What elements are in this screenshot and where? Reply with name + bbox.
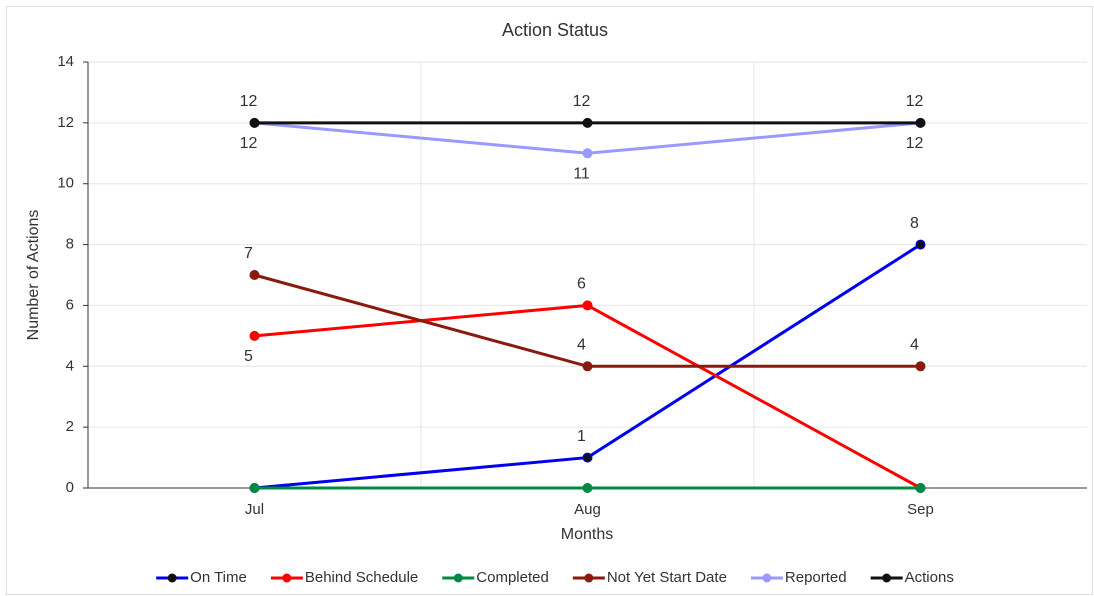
data-label: 12 (240, 93, 258, 110)
data-label: 8 (910, 215, 919, 232)
data-label: 11 (573, 166, 590, 183)
legend-marker (453, 573, 463, 583)
y-axis-label: Number of Actions (25, 210, 42, 341)
point (915, 361, 926, 372)
y-tick-label: 0 (66, 479, 74, 496)
data-label: 12 (240, 135, 258, 152)
y-tick-label: 2 (66, 418, 74, 435)
chart-title: Action Status (502, 20, 608, 40)
legend-marker (282, 573, 292, 583)
legend-label: Reported (785, 569, 847, 586)
data-label: 6 (577, 276, 586, 293)
point (915, 483, 926, 493)
data-label: 12 (906, 93, 924, 110)
legend: On Time Behind Schedule Completed Not Yet S… (156, 569, 954, 586)
point (249, 330, 260, 341)
chart-frame (6, 6, 1093, 595)
point (915, 117, 926, 128)
legend-label: Completed (476, 569, 549, 586)
data-label: 5 (244, 348, 253, 365)
point (249, 117, 260, 128)
data-label: 12 (573, 93, 591, 110)
legend-marker (167, 573, 177, 583)
legend-marker (762, 573, 772, 583)
point (582, 452, 593, 463)
point (582, 148, 593, 159)
data-label: 4 (577, 337, 586, 354)
x-tick-label: Sep (907, 501, 934, 518)
legend-label: Not Yet Start Date (607, 569, 727, 586)
x-axis-label: Months (561, 526, 613, 543)
legend-label: Actions (905, 569, 954, 586)
legend-label: On Time (190, 569, 247, 586)
data-label: 12 (906, 135, 924, 152)
data-label: 4 (910, 337, 919, 354)
y-tick-label: 10 (57, 175, 74, 192)
point (582, 483, 593, 493)
legend-marker (882, 573, 892, 583)
y-tick-label: 8 (66, 236, 74, 253)
legend-label: Behind Schedule (305, 569, 418, 586)
point (249, 483, 260, 493)
y-tick-label: 6 (66, 296, 74, 313)
point (582, 117, 593, 128)
y-tick-label: 14 (57, 53, 74, 70)
legend-marker (584, 573, 594, 583)
data-label: 1 (577, 428, 586, 445)
point (915, 239, 926, 250)
x-tick-label: Jul (245, 501, 264, 518)
data-label: 7 (244, 245, 253, 262)
x-tick-label: Aug (574, 501, 601, 518)
point (582, 361, 593, 372)
point (249, 270, 260, 280)
point (582, 300, 593, 311)
y-tick-label: 12 (57, 114, 74, 131)
y-tick-label: 4 (66, 357, 74, 374)
